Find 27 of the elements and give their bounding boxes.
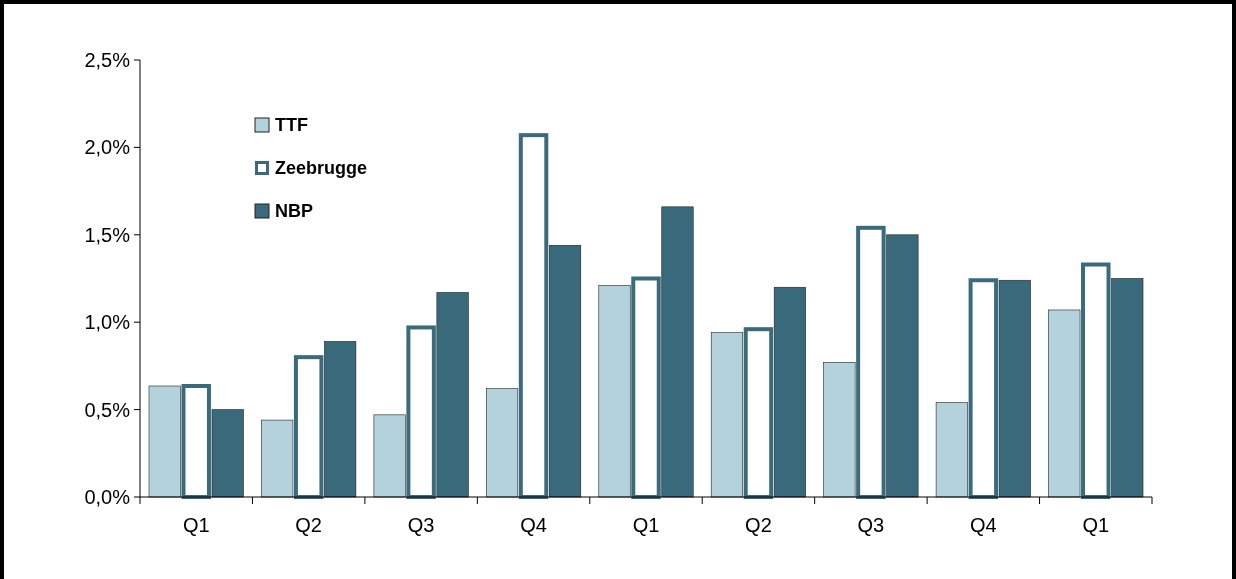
bar [935,402,968,498]
y-tick-label: 0,0% [84,486,131,508]
bar [598,285,631,498]
legend-label: Zeebrugge [275,158,368,179]
x-tick-label: Q4 [969,514,997,536]
x-tick-label: Q2 [745,514,772,536]
x-tick-label: Q3 [857,514,885,536]
y-tick-label: 1,5% [84,223,131,246]
bar [148,385,181,498]
x-tick-label: Q2 [295,514,323,536]
y-tick-label: 1,0% [84,311,131,334]
x-tick-label: Q3 [407,514,435,536]
bar [486,388,519,498]
bar [710,332,743,498]
x-tick-label: Q1 [1082,514,1110,536]
y-tick-label: 0,5% [84,398,131,421]
y-tick-label: 2,5% [84,49,131,71]
x-tick-label: Q1 [182,514,210,536]
bar [373,414,406,498]
bar [1048,309,1081,498]
legend-label: NBP [275,201,314,222]
bar [261,419,294,498]
x-tick-label: Q4 [520,514,547,536]
legend-label: TTF [275,115,308,136]
x-tick-label: Q1 [632,514,660,536]
bar [823,362,856,498]
y-tick-label: 2,0% [84,136,131,159]
